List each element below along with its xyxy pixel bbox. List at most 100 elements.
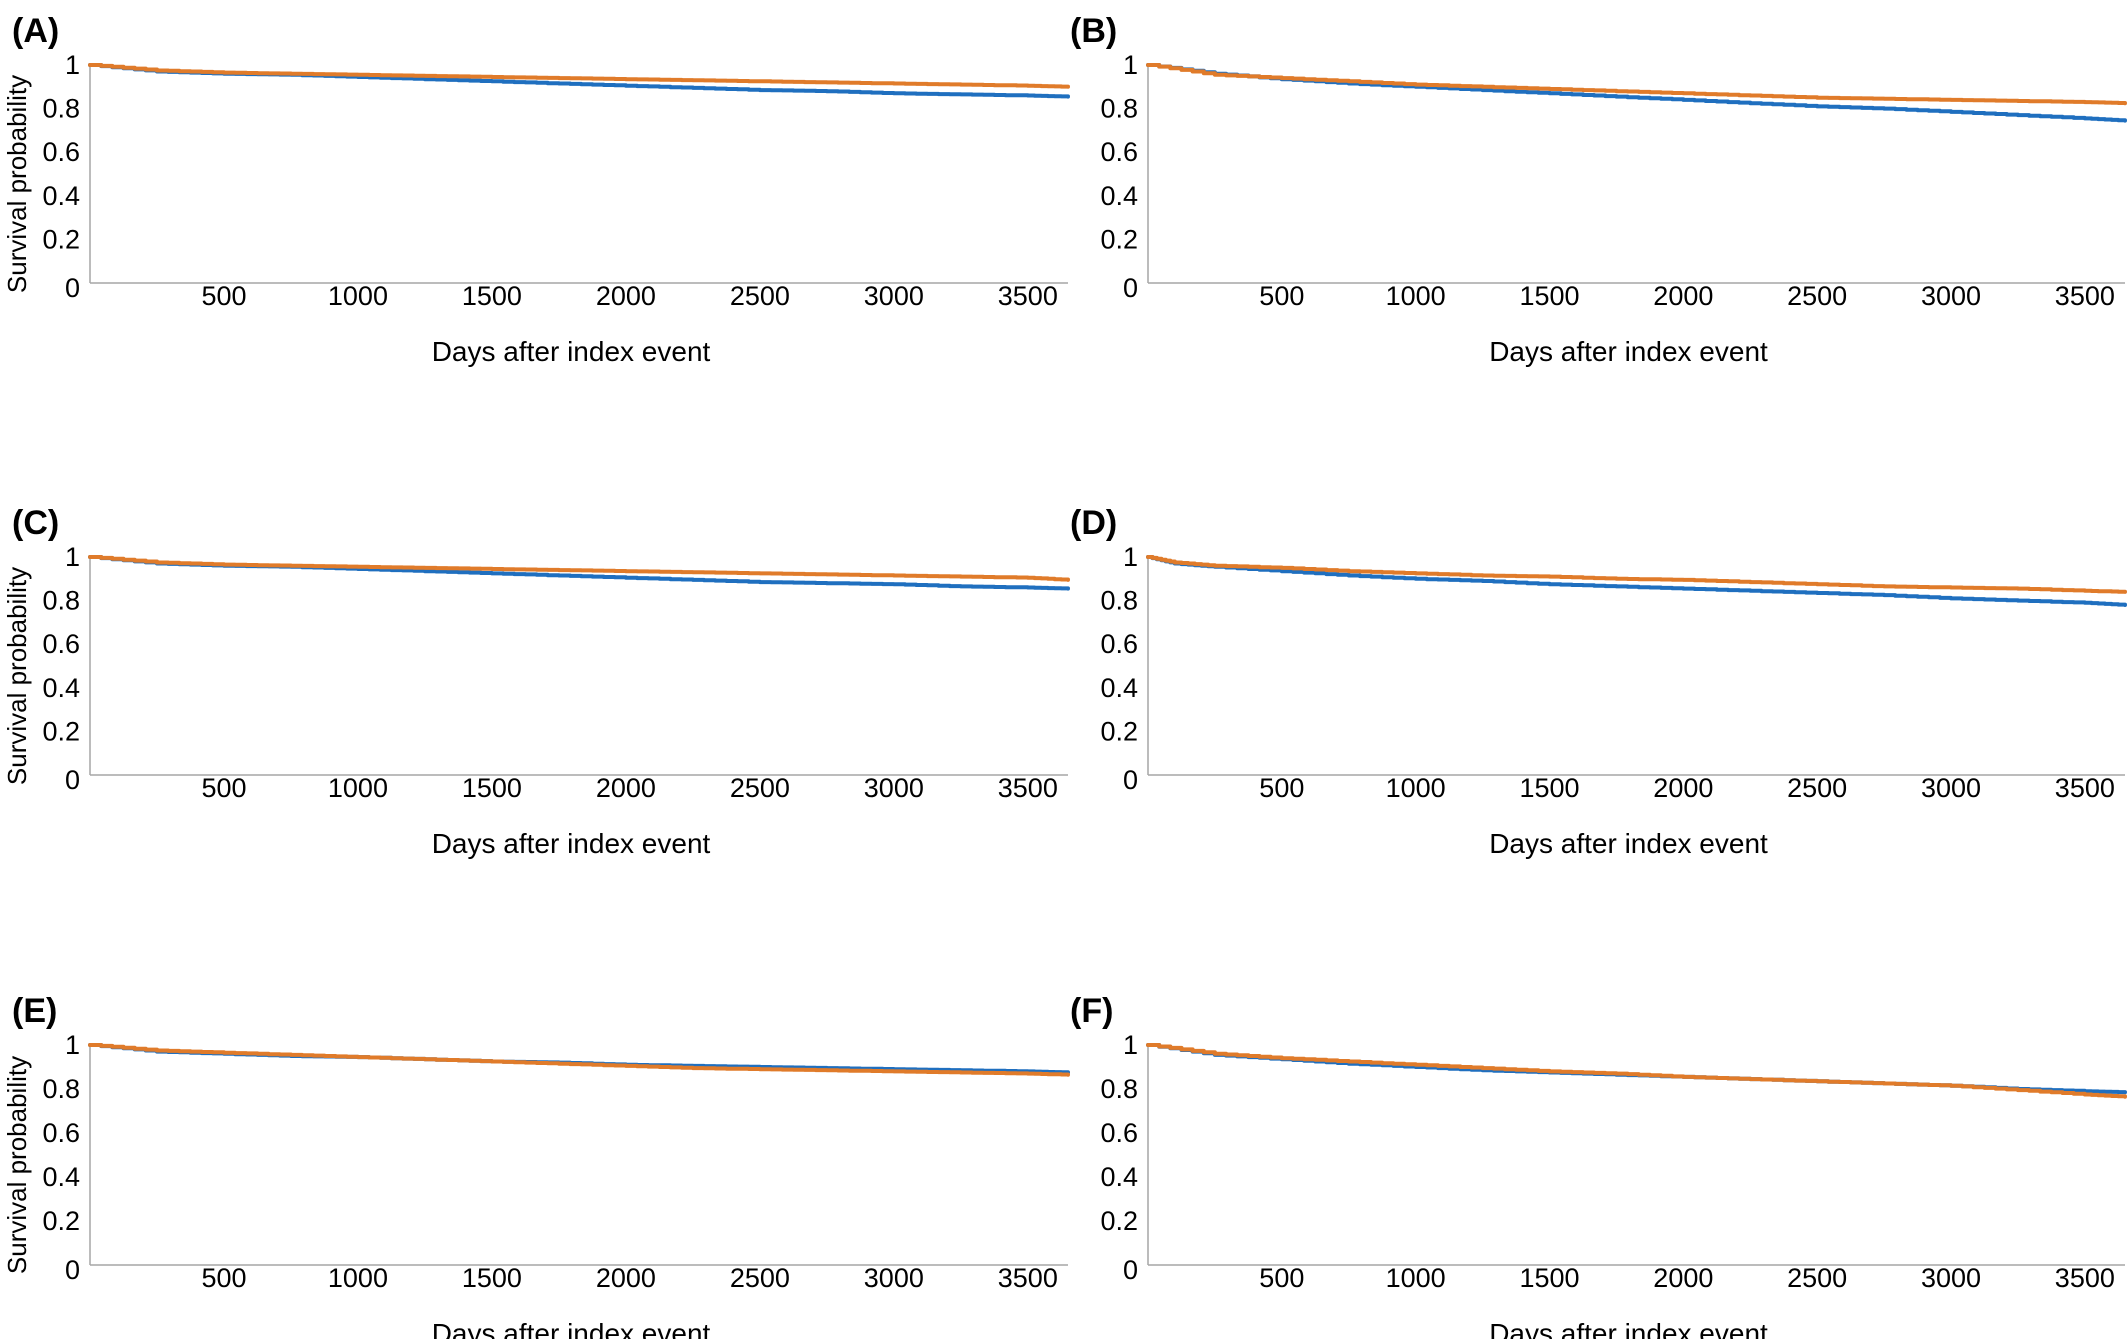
y-tick-label: 0 xyxy=(65,765,80,795)
series-line-orange xyxy=(1146,1043,2127,1099)
y-tick-label: 0.2 xyxy=(1100,1206,1138,1236)
x-tick-label: 1500 xyxy=(462,773,522,803)
x-tick-label: 500 xyxy=(1259,281,1304,311)
y-tick-label: 0.4 xyxy=(42,1162,80,1192)
panel-letter: (E) xyxy=(12,992,57,1030)
series-line-blue xyxy=(88,63,1070,99)
y-tick-label: 0.8 xyxy=(1100,94,1138,124)
x-tick-label: 2500 xyxy=(730,1263,790,1293)
y-tick-label: 0.8 xyxy=(42,586,80,616)
x-tick-label: 1500 xyxy=(462,281,522,311)
y-tick-label: 0.6 xyxy=(1100,137,1138,167)
x-tick-label: 1000 xyxy=(1386,1263,1446,1293)
y-tick-label: 0.6 xyxy=(42,137,80,167)
y-axis-title: Survival probability xyxy=(2,1056,32,1274)
panel-letter: (F) xyxy=(1070,992,1113,1030)
x-tick-label: 500 xyxy=(201,773,246,803)
panel-letter: (A) xyxy=(12,12,59,50)
x-tick-label: 3500 xyxy=(2055,773,2115,803)
y-tick-label: 0.8 xyxy=(42,94,80,124)
x-tick-label: 3000 xyxy=(1921,281,1981,311)
series-line-blue xyxy=(1146,555,2127,607)
x-tick-label: 3500 xyxy=(998,1263,1058,1293)
x-tick-label: 3000 xyxy=(864,773,924,803)
y-tick-label: 0 xyxy=(1123,273,1138,303)
x-tick-label: 500 xyxy=(201,281,246,311)
x-tick-label: 500 xyxy=(1259,1263,1304,1293)
x-tick-label: 2000 xyxy=(596,281,656,311)
x-tick-label: 2000 xyxy=(1653,281,1713,311)
y-tick-label: 0.4 xyxy=(1100,181,1138,211)
series-line-orange xyxy=(88,1043,1070,1077)
y-tick-label: 1 xyxy=(1123,50,1138,80)
y-axis-title: Survival probability xyxy=(2,75,32,293)
y-tick-label: 0.8 xyxy=(1100,1074,1138,1104)
x-axis-title: Days after index event xyxy=(432,828,711,859)
x-tick-label: 2000 xyxy=(596,773,656,803)
x-tick-label: 1500 xyxy=(1519,1263,1579,1293)
y-tick-label: 0.6 xyxy=(42,1118,80,1148)
x-tick-label: 1500 xyxy=(1519,281,1579,311)
x-tick-label: 3000 xyxy=(1921,773,1981,803)
x-tick-label: 2500 xyxy=(1787,281,1847,311)
x-tick-label: 1500 xyxy=(462,1263,522,1293)
panel-letter: (B) xyxy=(1070,12,1117,50)
y-tick-label: 0.8 xyxy=(1100,586,1138,616)
x-tick-label: 1000 xyxy=(328,281,388,311)
series-line-orange xyxy=(1146,555,2127,594)
y-tick-label: 1 xyxy=(1123,542,1138,572)
x-tick-label: 500 xyxy=(1259,773,1304,803)
y-tick-label: 0.6 xyxy=(42,629,80,659)
x-tick-label: 1000 xyxy=(1386,773,1446,803)
y-tick-label: 1 xyxy=(1123,1030,1138,1060)
series-line-orange xyxy=(88,555,1070,582)
x-tick-label: 2000 xyxy=(1653,1263,1713,1293)
y-tick-label: 0.4 xyxy=(1100,673,1138,703)
x-tick-label: 2500 xyxy=(1787,773,1847,803)
y-tick-label: 0.2 xyxy=(1100,716,1138,746)
y-tick-label: 0 xyxy=(1123,1255,1138,1285)
y-tick-label: 0 xyxy=(1123,765,1138,795)
x-tick-label: 1000 xyxy=(1386,281,1446,311)
y-tick-label: 1 xyxy=(65,1030,80,1060)
x-axis-title: Days after index event xyxy=(432,1318,711,1339)
x-tick-label: 2500 xyxy=(730,281,790,311)
x-tick-label: 1000 xyxy=(328,1263,388,1293)
y-tick-label: 0.8 xyxy=(42,1074,80,1104)
x-tick-label: 1500 xyxy=(1519,773,1579,803)
y-tick-label: 0.2 xyxy=(42,224,80,254)
x-tick-label: 2500 xyxy=(1787,1263,1847,1293)
y-tick-label: 0.2 xyxy=(42,1206,80,1236)
x-tick-label: 3500 xyxy=(2055,1263,2115,1293)
y-tick-label: 0.2 xyxy=(1100,224,1138,254)
y-tick-label: 0 xyxy=(65,273,80,303)
series-line-orange xyxy=(88,63,1070,89)
x-axis-title: Days after index event xyxy=(1489,1318,1768,1339)
x-tick-label: 2500 xyxy=(730,773,790,803)
x-tick-label: 500 xyxy=(201,1263,246,1293)
y-tick-label: 0.4 xyxy=(42,673,80,703)
y-tick-label: 0 xyxy=(65,1255,80,1285)
panel-letter: (D) xyxy=(1070,504,1117,542)
y-tick-label: 1 xyxy=(65,542,80,572)
x-tick-label: 3000 xyxy=(864,281,924,311)
x-tick-label: 1000 xyxy=(328,773,388,803)
y-axis-title: Survival probability xyxy=(2,567,32,785)
y-tick-label: 1 xyxy=(65,50,80,80)
y-tick-label: 0.4 xyxy=(42,181,80,211)
x-tick-label: 3500 xyxy=(998,281,1058,311)
series-line-orange xyxy=(1146,63,2127,106)
series-line-blue xyxy=(88,1043,1070,1075)
series-line-blue xyxy=(88,555,1070,591)
y-tick-label: 0.6 xyxy=(1100,1118,1138,1148)
y-tick-label: 0.4 xyxy=(1100,1162,1138,1192)
x-tick-label: 3000 xyxy=(864,1263,924,1293)
x-tick-label: 2000 xyxy=(1653,773,1713,803)
